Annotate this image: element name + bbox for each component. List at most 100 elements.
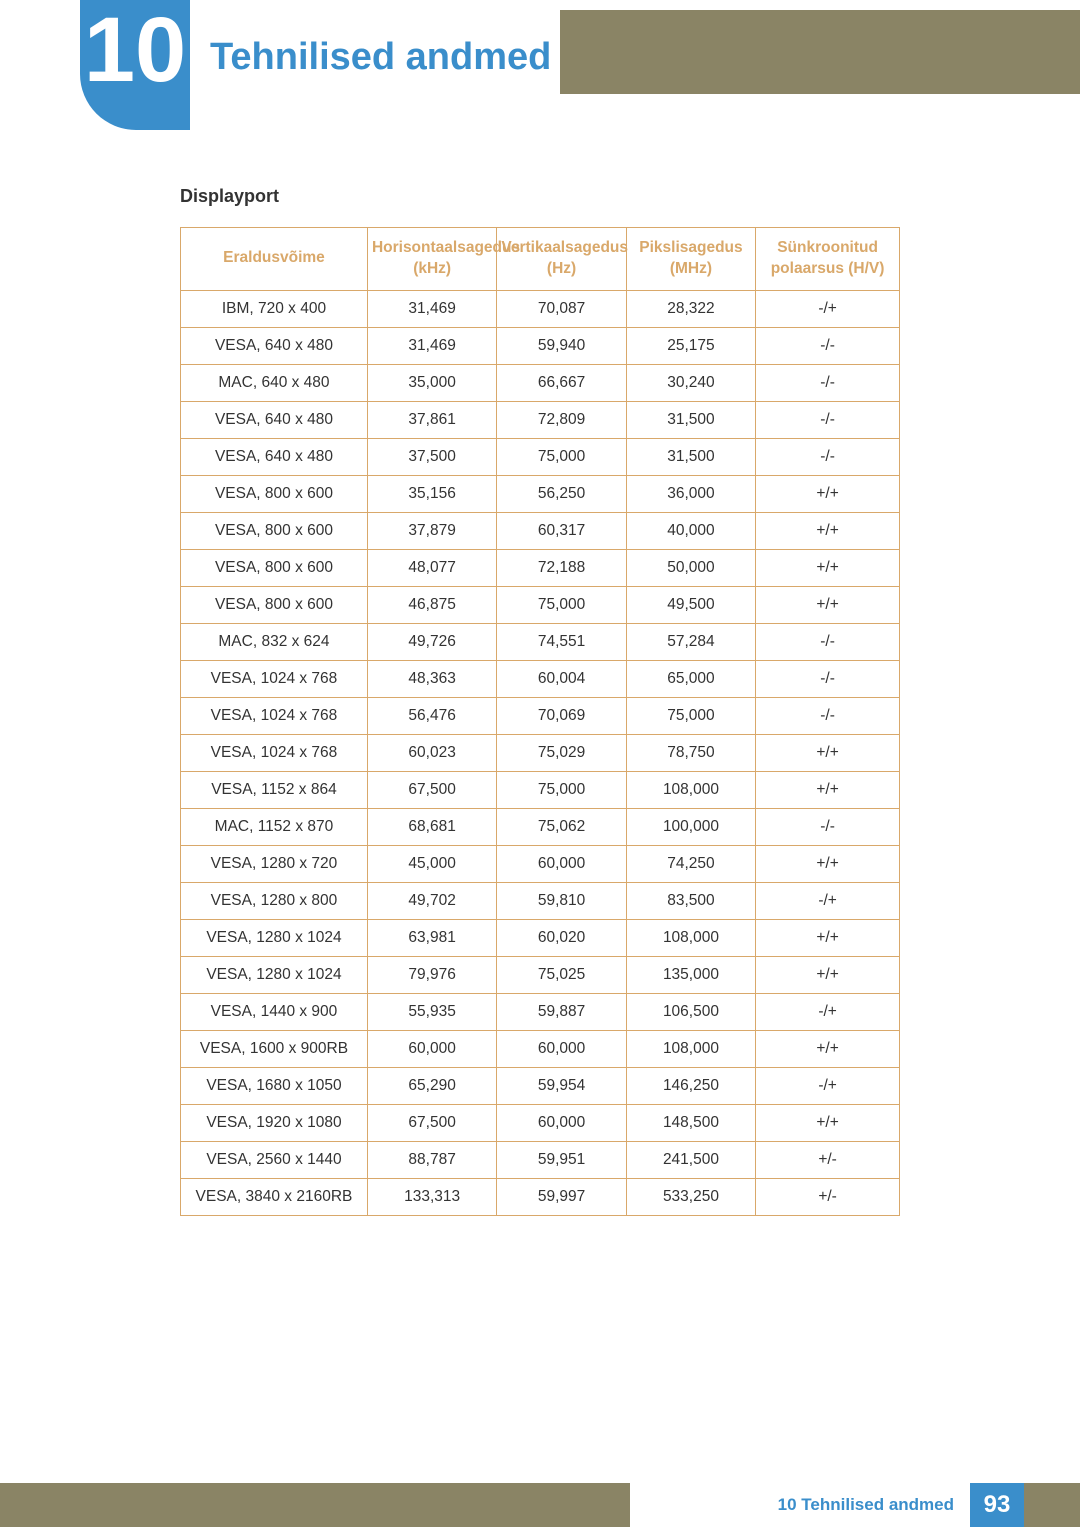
table-cell: -/- (756, 438, 900, 475)
content-area: Displayport Eraldusvõime Horisontaalsage… (180, 186, 900, 1216)
table-header-row: Eraldusvõime Horisontaalsagedus (kHz) Ve… (181, 228, 900, 291)
table-row: VESA, 1280 x 102479,97675,025135,000+/+ (181, 956, 900, 993)
chapter-title: Tehnilised andmed (210, 36, 551, 79)
table-cell: 75,000 (497, 438, 626, 475)
table-cell: VESA, 800 x 600 (181, 475, 368, 512)
table-cell: 88,787 (367, 1141, 496, 1178)
table-cell: 67,500 (367, 1104, 496, 1141)
table-cell: -/- (756, 808, 900, 845)
table-row: VESA, 1152 x 86467,50075,000108,000+/+ (181, 771, 900, 808)
table-cell: 48,077 (367, 549, 496, 586)
table-cell: VESA, 800 x 600 (181, 549, 368, 586)
footer-label-slot: 10 Tehnilised andmed (630, 1483, 970, 1527)
table-cell: 60,023 (367, 734, 496, 771)
table-cell: 35,156 (367, 475, 496, 512)
table-cell: 36,000 (626, 475, 755, 512)
table-cell: 60,317 (497, 512, 626, 549)
footer-label: 10 Tehnilised andmed (778, 1495, 954, 1515)
table-cell: 60,000 (497, 845, 626, 882)
table-cell: 60,000 (497, 1030, 626, 1067)
col-header-resolution: Eraldusvõime (181, 228, 368, 291)
table-cell: 70,087 (497, 290, 626, 327)
table-cell: 37,500 (367, 438, 496, 475)
table-cell: 60,000 (497, 1104, 626, 1141)
table-cell: 533,250 (626, 1178, 755, 1215)
table-cell: -/- (756, 401, 900, 438)
table-cell: +/+ (756, 1104, 900, 1141)
table-cell: 68,681 (367, 808, 496, 845)
col-header-hfreq: Horisontaalsagedus (kHz) (367, 228, 496, 291)
table-cell: +/+ (756, 512, 900, 549)
table-cell: MAC, 1152 x 870 (181, 808, 368, 845)
table-row: VESA, 1024 x 76856,47670,06975,000-/- (181, 697, 900, 734)
table-cell: 28,322 (626, 290, 755, 327)
table-cell: 35,000 (367, 364, 496, 401)
chapter-number-badge: 10 (80, 0, 190, 130)
table-cell: 59,997 (497, 1178, 626, 1215)
table-row: VESA, 1280 x 80049,70259,81083,500-/+ (181, 882, 900, 919)
table-cell: +/+ (756, 475, 900, 512)
table-cell: 146,250 (626, 1067, 755, 1104)
table-row: VESA, 640 x 48037,86172,80931,500-/- (181, 401, 900, 438)
table-cell: 106,500 (626, 993, 755, 1030)
table-cell: 72,809 (497, 401, 626, 438)
table-cell: 45,000 (367, 845, 496, 882)
table-row: VESA, 1280 x 102463,98160,020108,000+/+ (181, 919, 900, 956)
table-cell: 75,029 (497, 734, 626, 771)
table-cell: +/+ (756, 734, 900, 771)
table-cell: 63,981 (367, 919, 496, 956)
table-body: IBM, 720 x 40031,46970,08728,322-/+VESA,… (181, 290, 900, 1215)
table-cell: VESA, 1024 x 768 (181, 734, 368, 771)
table-cell: 55,935 (367, 993, 496, 1030)
table-cell: MAC, 640 x 480 (181, 364, 368, 401)
table-cell: 133,313 (367, 1178, 496, 1215)
footer-page-number: 93 (970, 1483, 1024, 1527)
table-cell: VESA, 640 x 480 (181, 327, 368, 364)
table-cell: 31,500 (626, 401, 755, 438)
table-cell: 49,702 (367, 882, 496, 919)
table-row: VESA, 800 x 60037,87960,31740,000+/+ (181, 512, 900, 549)
table-row: VESA, 1280 x 72045,00060,00074,250+/+ (181, 845, 900, 882)
table-row: VESA, 1600 x 900RB60,00060,000108,000+/+ (181, 1030, 900, 1067)
table-cell: 108,000 (626, 919, 755, 956)
table-cell: VESA, 1600 x 900RB (181, 1030, 368, 1067)
table-cell: 108,000 (626, 1030, 755, 1067)
table-row: MAC, 1152 x 87068,68175,062100,000-/- (181, 808, 900, 845)
table-cell: 75,025 (497, 956, 626, 993)
table-cell: 56,250 (497, 475, 626, 512)
table-cell: 49,726 (367, 623, 496, 660)
table-cell: VESA, 1152 x 864 (181, 771, 368, 808)
table-cell: VESA, 1280 x 1024 (181, 956, 368, 993)
table-cell: -/- (756, 364, 900, 401)
table-cell: 50,000 (626, 549, 755, 586)
chapter-number: 10 (84, 4, 186, 96)
table-row: VESA, 800 x 60046,87575,00049,500+/+ (181, 586, 900, 623)
table-cell: VESA, 800 x 600 (181, 512, 368, 549)
table-cell: 59,951 (497, 1141, 626, 1178)
table-cell: 31,469 (367, 290, 496, 327)
section-title: Displayport (180, 186, 900, 207)
table-cell: 40,000 (626, 512, 755, 549)
table-cell: +/- (756, 1141, 900, 1178)
table-cell: 241,500 (626, 1141, 755, 1178)
table-cell: -/- (756, 697, 900, 734)
table-cell: 60,000 (367, 1030, 496, 1067)
table-cell: 70,069 (497, 697, 626, 734)
table-cell: 57,284 (626, 623, 755, 660)
table-cell: 74,250 (626, 845, 755, 882)
table-cell: -/- (756, 623, 900, 660)
col-header-pixelclock: Pikslisagedus (MHz) (626, 228, 755, 291)
table-cell: +/+ (756, 771, 900, 808)
table-cell: VESA, 1680 x 1050 (181, 1067, 368, 1104)
table-cell: VESA, 1024 x 768 (181, 697, 368, 734)
table-cell: VESA, 1920 x 1080 (181, 1104, 368, 1141)
table-cell: 72,188 (497, 549, 626, 586)
table-cell: 66,667 (497, 364, 626, 401)
table-cell: -/+ (756, 882, 900, 919)
table-cell: 83,500 (626, 882, 755, 919)
table-cell: -/- (756, 327, 900, 364)
table-cell: MAC, 832 x 624 (181, 623, 368, 660)
table-row: VESA, 640 x 48031,46959,94025,175-/- (181, 327, 900, 364)
table-cell: +/+ (756, 845, 900, 882)
table-cell: 65,000 (626, 660, 755, 697)
